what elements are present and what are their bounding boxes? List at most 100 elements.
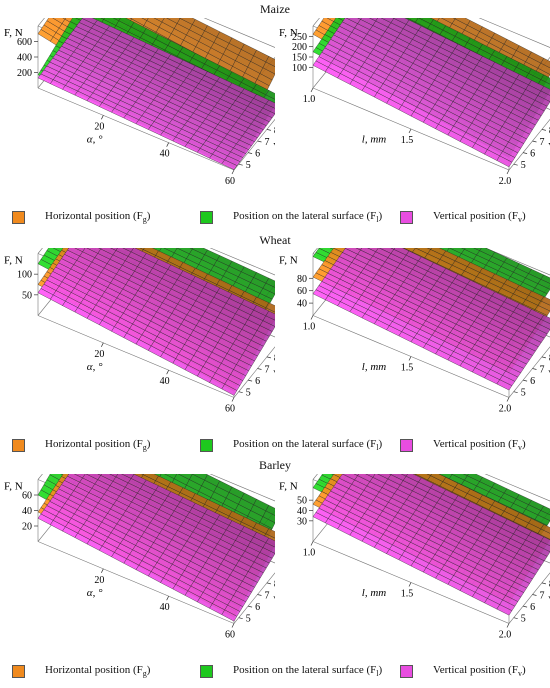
legend-label-fg: Horizontal position (Fg): [45, 438, 151, 453]
x-tick-mark: [231, 397, 235, 402]
legend-label-fl: Position on the lateral surface (Fl): [233, 438, 383, 453]
surface-fv: [312, 474, 550, 616]
z-axis: 50 100 F, N: [4, 255, 38, 301]
y-axis-label: V, m/s: [548, 594, 550, 606]
z-tick-label: 200: [292, 42, 307, 53]
z-tick-label: 200: [17, 68, 32, 79]
x-axis-label: l, mm: [362, 134, 387, 146]
x-axis: 1.0 1.5 2.0 l, mm: [303, 315, 512, 415]
z-tick-label: 400: [17, 53, 32, 64]
x-tick-mark: [231, 623, 235, 628]
y-tick-label: 7: [540, 591, 545, 602]
x-tick-mark: [166, 596, 169, 601]
z-tick-label: 250: [292, 32, 307, 43]
y-tick-mark: [513, 163, 518, 166]
x-tick-label: 1.5: [401, 589, 414, 600]
x-tick-label: 60: [225, 630, 235, 641]
y-tick-label: 8: [274, 353, 275, 364]
x-tick-mark: [310, 87, 314, 93]
surface-fv: [312, 248, 550, 391]
y-axis-label: V, m/s: [273, 594, 275, 606]
z-tick-label: 40: [22, 506, 32, 517]
y-tick-mark: [541, 356, 546, 359]
y-tick-mark: [541, 582, 546, 585]
section-title-barley: Barley: [259, 458, 291, 472]
surface-cell: [221, 383, 238, 396]
x-tick-mark: [166, 142, 169, 147]
surface-cell: [221, 609, 238, 622]
legend-label-fl: Position on the lateral surface (Fl): [233, 210, 383, 225]
x-tick-mark: [310, 315, 314, 320]
y-tick-mark: [266, 129, 271, 131]
surface-cell: [496, 604, 513, 616]
x-tick-mark: [408, 356, 412, 361]
box-edge: [37, 87, 235, 171]
y-tick-label: 6: [530, 602, 535, 613]
chart-wheat-angle: 50 100 F, N 20 40 60 α, ° 56789V, m/s: [4, 248, 275, 415]
legend-item-fl: Position on the lateral surface (Fl): [200, 664, 382, 678]
y-axis: 56789V, m/s: [238, 125, 275, 171]
x-tick-label: 2.0: [499, 176, 512, 187]
surface-fv: [312, 18, 550, 168]
legend-swatch-fg: [12, 210, 25, 224]
box-edge: [37, 541, 235, 624]
x-tick-mark: [101, 342, 104, 347]
y-tick-label: 5: [521, 160, 526, 171]
z-axis-label: F, N: [279, 255, 298, 267]
y-tick-mark: [523, 605, 528, 608]
x-tick-mark: [506, 397, 510, 402]
z-tick-label: 60: [297, 286, 307, 297]
y-tick-mark: [523, 379, 528, 382]
surface-fv: [37, 248, 275, 396]
y-tick-mark: [238, 617, 243, 620]
z-axis-label: F, N: [4, 255, 23, 267]
box-edge: [484, 248, 550, 276]
x-axis-label: α, °: [87, 134, 103, 146]
legend-item-fg: Horizontal position (Fg): [12, 210, 150, 224]
legend-swatch-fv: [400, 664, 413, 678]
x-tick-label: 1.5: [401, 135, 414, 146]
x-axis-label: l, mm: [362, 361, 387, 373]
section-title-maize: Maize: [260, 2, 290, 16]
y-axis-label: V, m/s: [273, 141, 275, 153]
y-tick-mark: [532, 368, 537, 370]
x-tick-label: 1.0: [303, 548, 316, 559]
z-axis-label: F, N: [4, 481, 23, 493]
z-tick-label: 150: [292, 53, 307, 64]
surface-cell: [496, 155, 513, 168]
box-edge: [209, 474, 275, 502]
box-edge: [209, 248, 275, 276]
y-tick-label: 7: [265, 365, 270, 376]
z-tick-label: 30: [297, 516, 307, 527]
y-tick-label: 5: [521, 614, 526, 625]
z-tick-label: 20: [22, 522, 32, 533]
x-axis: 20 40 60 α, °: [87, 342, 235, 415]
y-tick-label: 8: [274, 579, 275, 590]
y-tick-mark: [532, 594, 537, 596]
y-tick-mark: [248, 605, 253, 608]
y-tick-label: 6: [255, 149, 260, 160]
y-tick-label: 6: [255, 376, 260, 387]
x-tick-label: 2.0: [499, 404, 512, 415]
x-axis: 20 40 60 α, °: [87, 568, 235, 641]
legend-wheat: Horizontal position (Fg) Position on the…: [0, 438, 550, 458]
legend-item-fg: Horizontal position (Fg): [12, 438, 150, 452]
x-tick-mark: [310, 541, 314, 546]
legend-swatch-fg: [12, 438, 25, 452]
y-tick-mark: [257, 594, 262, 596]
x-tick-mark: [166, 370, 169, 375]
y-axis-label: V, m/s: [548, 368, 550, 380]
z-axis-label: F, N: [279, 27, 298, 39]
y-tick-label: 5: [246, 614, 251, 625]
z-tick-label: 100: [292, 63, 307, 74]
legend-swatch-fl: [200, 664, 213, 678]
y-tick-mark: [238, 391, 243, 394]
y-axis: 56789V, m/s: [513, 579, 550, 625]
y-tick-label: 7: [265, 137, 270, 148]
legend-item-fv: Vertical position (Fv): [400, 210, 526, 224]
legend-maize: Horizontal position (Fg) Position on the…: [0, 210, 550, 230]
